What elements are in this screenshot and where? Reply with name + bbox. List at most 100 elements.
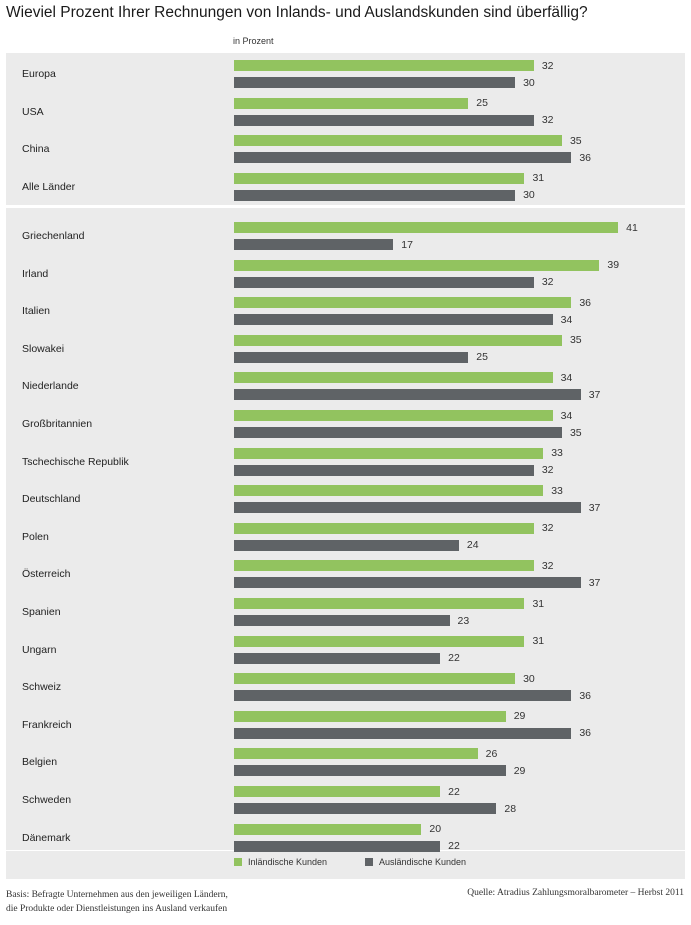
bar-inlaendisch xyxy=(234,372,553,384)
legend-item-inlaendisch: Inländische Kunden xyxy=(234,857,327,867)
category-label: Polen xyxy=(22,530,49,543)
data-label: 35 xyxy=(569,426,582,439)
bar-auslaendisch xyxy=(234,727,572,739)
bar-auslaendisch xyxy=(234,464,534,476)
data-label: 22 xyxy=(448,840,460,853)
bar-auslaendisch xyxy=(234,189,516,201)
category-label: Europa xyxy=(22,68,56,80)
data-label: 37 xyxy=(588,501,601,514)
category-label: Frankreich xyxy=(22,718,72,731)
bar-auslaendisch xyxy=(234,652,441,664)
bar-auslaendisch xyxy=(234,539,459,551)
legend-swatch-auslaendisch xyxy=(365,858,373,866)
data-label: 24 xyxy=(466,539,479,552)
category-label: Deutschland xyxy=(22,493,81,506)
bar-inlaendisch xyxy=(234,485,544,497)
data-label: 34 xyxy=(560,371,573,384)
bar-inlaendisch xyxy=(234,447,544,459)
bar-inlaendisch xyxy=(234,135,562,147)
category-label: Griechenland xyxy=(22,230,85,242)
bar-inlaendisch xyxy=(234,635,525,647)
category-label: Schweden xyxy=(22,794,72,806)
bar-auslaendisch xyxy=(234,502,581,514)
data-label: 33 xyxy=(551,447,563,460)
data-label: 20 xyxy=(429,823,442,836)
category-label: Ungarn xyxy=(22,643,57,656)
data-label: 22 xyxy=(448,785,460,798)
bar-inlaendisch xyxy=(234,673,516,685)
data-label: 23 xyxy=(457,614,470,627)
legend-label-inlaendisch: Inländische Kunden xyxy=(248,857,328,867)
data-label: 32 xyxy=(541,276,554,289)
footnote-line-2: die Produkte oder Dienstleistungen ins A… xyxy=(6,904,228,914)
data-label: 36 xyxy=(579,151,591,164)
data-label: 32 xyxy=(541,59,554,72)
source-note: Quelle: Atradius Zahlungsmoralbarometer … xyxy=(467,888,684,898)
bar-inlaendisch xyxy=(234,560,534,572)
legend-item-auslaendisch: Ausländische Kunden xyxy=(365,857,466,867)
bar-auslaendisch xyxy=(234,803,497,814)
data-label: 17 xyxy=(401,238,413,251)
legend-swatch-inlaendisch xyxy=(234,858,242,866)
bar-inlaendisch xyxy=(234,522,534,534)
bar-auslaendisch xyxy=(234,239,394,250)
data-label: 35 xyxy=(569,134,582,147)
data-label: 25 xyxy=(476,351,488,364)
data-label: 32 xyxy=(541,522,554,535)
bar-auslaendisch xyxy=(234,427,562,438)
category-label: Österreich xyxy=(22,568,71,581)
data-label: 29 xyxy=(513,710,526,723)
category-label: Schweiz xyxy=(22,681,62,694)
data-label: 39 xyxy=(607,259,620,272)
data-label: 32 xyxy=(541,559,554,572)
category-label: Alle Länder xyxy=(22,180,76,193)
bar-inlaendisch xyxy=(234,410,553,421)
bar-inlaendisch xyxy=(234,334,562,346)
data-label: 30 xyxy=(523,672,535,685)
bar-inlaendisch xyxy=(234,598,525,609)
bar-inlaendisch xyxy=(234,222,619,233)
bar-inlaendisch xyxy=(234,823,422,835)
legend-label-auslaendisch: Ausländische Kunden xyxy=(379,857,467,867)
data-label: 36 xyxy=(579,727,591,740)
bar-inlaendisch xyxy=(234,97,469,109)
data-label: 31 xyxy=(532,172,545,185)
bar-inlaendisch xyxy=(234,60,534,71)
category-label: Tschechische Republik xyxy=(22,455,129,468)
bar-inlaendisch xyxy=(234,748,478,760)
data-label: 34 xyxy=(560,313,573,326)
data-label: 31 xyxy=(532,635,545,648)
data-label: 36 xyxy=(579,296,591,309)
bar-inlaendisch xyxy=(234,259,600,271)
bar-auslaendisch xyxy=(234,615,450,626)
footnote-line-1: Basis: Befragte Unternehmen aus den jewe… xyxy=(6,890,228,900)
bar-inlaendisch xyxy=(234,786,441,797)
bar-inlaendisch xyxy=(234,172,525,184)
data-label: 35 xyxy=(569,334,582,347)
category-label: China xyxy=(22,143,50,156)
category-label: Irland xyxy=(22,267,49,280)
data-label: 30 xyxy=(523,189,535,202)
data-label: 33 xyxy=(551,484,563,497)
bar-auslaendisch xyxy=(234,114,534,126)
category-label: Niederlande xyxy=(22,380,79,393)
category-label: Spanien xyxy=(22,606,61,618)
category-label: USA xyxy=(22,105,44,118)
data-label: 26 xyxy=(485,747,498,760)
data-label: 32 xyxy=(541,114,554,127)
category-label: Italien xyxy=(22,305,51,318)
category-label: Großbritannien xyxy=(22,418,93,430)
legend-panel xyxy=(6,851,685,879)
data-label: 30 xyxy=(523,76,535,89)
chart-title: Wieviel Prozent Ihrer Rechnungen von Inl… xyxy=(6,4,588,21)
data-label: 28 xyxy=(504,802,517,815)
bar-auslaendisch xyxy=(234,314,553,326)
data-label: 37 xyxy=(588,576,601,589)
bar-inlaendisch xyxy=(234,710,506,722)
bar-auslaendisch xyxy=(234,77,516,88)
bar-inlaendisch xyxy=(234,297,572,309)
bar-auslaendisch xyxy=(234,840,441,852)
bar-auslaendisch xyxy=(234,690,572,702)
data-label: 32 xyxy=(541,464,554,477)
bar-auslaendisch xyxy=(234,276,534,288)
